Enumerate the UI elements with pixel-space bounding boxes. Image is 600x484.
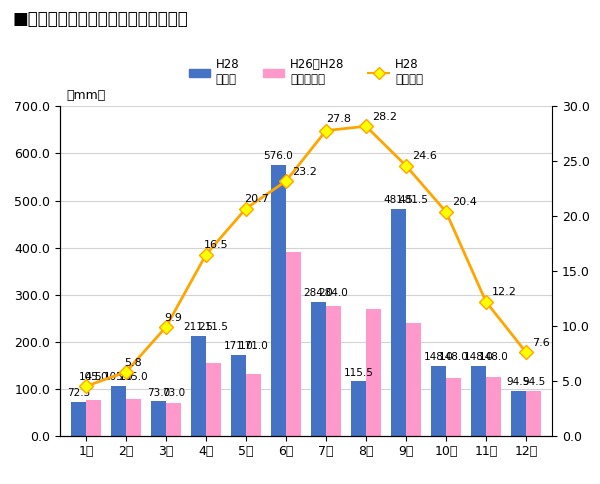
Text: 94.5: 94.5 [507,378,530,387]
Text: ■月別気温及び降水量（平成２８年）: ■月別気温及び降水量（平成２８年） [12,10,188,28]
Text: 28.2: 28.2 [372,112,397,122]
Bar [431,366,446,436]
Text: 148.0: 148.0 [479,352,508,362]
Text: 171.0: 171.0 [224,341,253,351]
Text: 284.0: 284.0 [304,288,333,298]
Bar [366,309,381,436]
Bar [71,402,86,436]
Text: 211.5: 211.5 [184,322,214,333]
Bar [391,209,406,436]
Text: 171.0: 171.0 [239,341,268,351]
Bar [231,355,246,436]
Bar [206,363,221,436]
Text: 115.5: 115.5 [343,367,373,378]
Bar [471,366,486,436]
Legend: H28
降水量, H26～H28
平均降水量, H28
平均気温: H28 降水量, H26～H28 平均降水量, H28 平均気温 [184,53,428,91]
Bar [166,403,181,436]
Text: 72.5: 72.5 [67,388,90,398]
Bar [86,400,101,436]
Text: 20.7: 20.7 [244,194,269,204]
Bar [246,375,261,436]
Text: 16.5: 16.5 [204,240,229,250]
Bar [151,401,166,436]
Text: 27.8: 27.8 [326,114,351,124]
Bar [191,336,206,436]
Text: 12.2: 12.2 [492,287,517,297]
Bar [311,302,326,436]
Bar [406,323,421,436]
Text: 4.5: 4.5 [84,372,102,382]
Bar [511,391,526,436]
Text: 105.0: 105.0 [104,373,133,382]
Text: 148.0: 148.0 [424,352,453,362]
Text: 481.5: 481.5 [383,196,413,205]
Text: 73.0: 73.0 [162,388,185,397]
Text: 105.0: 105.0 [119,373,148,382]
Bar [271,165,286,436]
Bar [486,377,501,436]
Text: 24.6: 24.6 [412,151,437,161]
Text: 481.5: 481.5 [398,196,428,205]
Text: 20.4: 20.4 [452,197,477,208]
Text: 284.0: 284.0 [319,288,349,298]
Bar [126,399,141,436]
Text: 211.5: 211.5 [199,322,229,333]
Text: 7.6: 7.6 [532,338,550,348]
Text: 148.0: 148.0 [439,352,469,362]
Bar [286,252,301,436]
Bar [326,306,341,436]
Bar [111,386,126,436]
Text: （mm）: （mm） [66,89,105,102]
Bar [351,381,366,436]
Text: 105.0: 105.0 [79,373,109,382]
Text: 9.9: 9.9 [164,313,182,323]
Text: 94.5: 94.5 [522,378,545,387]
Bar [446,378,461,436]
Bar [526,391,541,436]
Text: 73.0: 73.0 [147,388,170,397]
Text: 148.0: 148.0 [464,352,493,362]
Text: 23.2: 23.2 [292,166,317,177]
Text: 5.8: 5.8 [124,358,142,367]
Text: 576.0: 576.0 [263,151,293,161]
